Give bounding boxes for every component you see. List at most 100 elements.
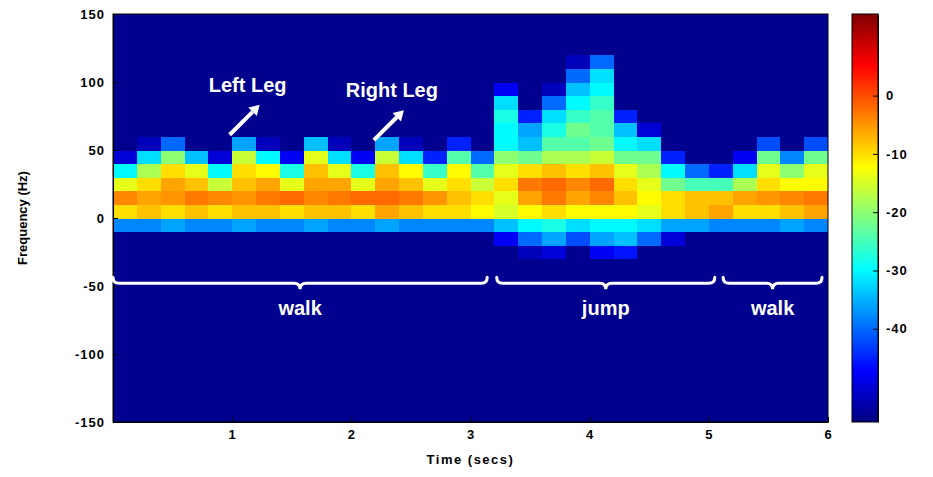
tick-mark — [113, 82, 118, 83]
cell — [185, 41, 209, 55]
cell — [757, 327, 781, 341]
cell — [375, 14, 399, 28]
cell — [328, 395, 352, 409]
cell — [399, 55, 423, 69]
cell — [471, 313, 495, 327]
cell — [351, 313, 375, 327]
cell — [542, 218, 566, 232]
cell — [375, 368, 399, 382]
cell — [637, 136, 661, 150]
cell — [399, 408, 423, 422]
cell — [542, 245, 566, 259]
cell — [375, 245, 399, 259]
tick-mark — [590, 417, 591, 422]
cell — [637, 204, 661, 218]
cell — [161, 177, 185, 191]
cell — [661, 150, 685, 164]
cell — [471, 259, 495, 273]
cell — [733, 232, 757, 246]
cell — [518, 136, 542, 150]
cell — [494, 204, 518, 218]
cell — [423, 259, 447, 273]
cell — [113, 218, 137, 232]
axis-line — [878, 15, 879, 423]
cell — [542, 354, 566, 368]
cell — [804, 313, 828, 327]
cell — [137, 14, 161, 28]
cell — [447, 368, 471, 382]
cell — [137, 28, 161, 42]
cell — [757, 395, 781, 409]
cell — [304, 354, 328, 368]
cell — [399, 150, 423, 164]
cell — [447, 41, 471, 55]
cell — [137, 300, 161, 314]
cell — [256, 177, 280, 191]
cell — [709, 96, 733, 110]
cell — [328, 259, 352, 273]
cell — [375, 136, 399, 150]
tick: 100 — [80, 75, 118, 90]
cell — [518, 123, 542, 137]
cell — [709, 300, 733, 314]
cell — [566, 123, 590, 137]
cell — [185, 96, 209, 110]
cell — [471, 381, 495, 395]
cell — [328, 150, 352, 164]
cell — [518, 164, 542, 178]
cell — [161, 354, 185, 368]
cell — [709, 82, 733, 96]
cell — [161, 14, 185, 28]
tick-label: 150 — [80, 7, 105, 22]
cell — [399, 204, 423, 218]
cell — [447, 245, 471, 259]
cell — [208, 41, 232, 55]
cell — [208, 28, 232, 42]
cell — [709, 68, 733, 82]
cell — [137, 204, 161, 218]
cell — [304, 164, 328, 178]
cell — [471, 28, 495, 42]
cell — [113, 123, 137, 137]
cell — [614, 55, 638, 69]
cell — [328, 177, 352, 191]
cell — [780, 408, 804, 422]
cell — [494, 218, 518, 232]
cell — [709, 164, 733, 178]
cell — [518, 41, 542, 55]
cell — [471, 368, 495, 382]
cell — [590, 381, 614, 395]
cell — [566, 41, 590, 55]
cell — [232, 164, 256, 178]
cell — [423, 232, 447, 246]
cell — [804, 150, 828, 164]
tick-mark — [232, 417, 233, 422]
cell — [661, 123, 685, 137]
cell — [661, 340, 685, 354]
tick-mark — [113, 14, 118, 15]
cell — [351, 354, 375, 368]
cell — [208, 340, 232, 354]
cell — [566, 177, 590, 191]
cell — [256, 300, 280, 314]
cell — [661, 313, 685, 327]
cell — [637, 109, 661, 123]
cell — [137, 368, 161, 382]
cell — [518, 218, 542, 232]
cell — [590, 96, 614, 110]
tick-label: 1 — [229, 427, 237, 442]
cell — [256, 313, 280, 327]
cell — [185, 191, 209, 205]
cell — [113, 381, 137, 395]
cell — [423, 218, 447, 232]
cell — [637, 408, 661, 422]
cell — [566, 14, 590, 28]
cell — [542, 395, 566, 409]
cell — [137, 245, 161, 259]
cell — [709, 327, 733, 341]
arrow-shaft — [230, 112, 253, 135]
cell — [637, 55, 661, 69]
cell — [208, 14, 232, 28]
tick-mark — [113, 150, 118, 151]
cell — [447, 55, 471, 69]
